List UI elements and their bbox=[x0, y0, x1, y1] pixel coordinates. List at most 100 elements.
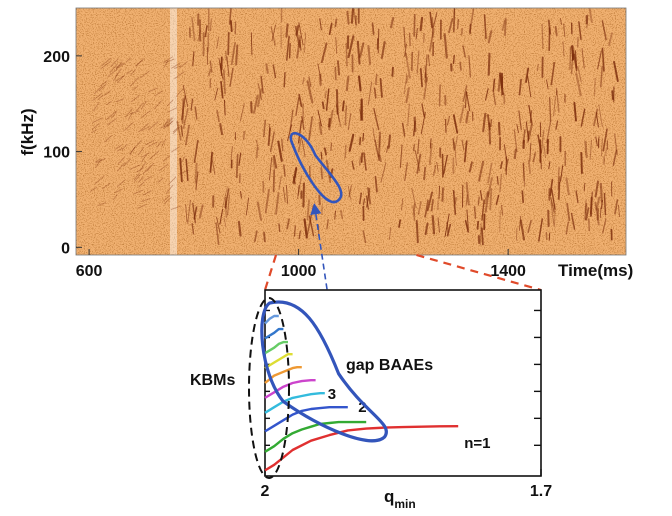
spectrogram-trace bbox=[114, 188, 124, 194]
zoom-line-right bbox=[416, 253, 542, 292]
spectrogram-trace bbox=[347, 35, 355, 59]
spectrogram-trace bbox=[499, 72, 504, 96]
spectrogram-trace bbox=[453, 8, 456, 33]
spectrogram-trace bbox=[104, 135, 112, 143]
spectrogram-trace bbox=[97, 202, 107, 207]
spectrogram-trace bbox=[584, 203, 588, 220]
inset-series-line bbox=[264, 379, 316, 399]
spectrogram-trace bbox=[166, 117, 174, 126]
inset-series-line bbox=[264, 425, 459, 472]
spectrogram-trace bbox=[264, 188, 270, 214]
spectrogram-trace bbox=[161, 138, 167, 148]
spectrogram-trace bbox=[91, 129, 98, 134]
spectrogram-trace bbox=[518, 215, 522, 231]
spectrogram-trace bbox=[237, 220, 242, 237]
spectrogram-trace bbox=[250, 32, 253, 56]
spectrogram-trace bbox=[139, 162, 147, 172]
spectrogram-trace bbox=[278, 175, 282, 191]
spectrogram-trace bbox=[374, 139, 380, 162]
spectrogram-trace bbox=[294, 25, 301, 48]
spectrogram-trace bbox=[492, 92, 497, 106]
spectrogram-trace bbox=[325, 88, 330, 111]
spectrogram-trace bbox=[527, 160, 531, 174]
spectrogram-trace bbox=[389, 16, 395, 29]
spectrogram-trace bbox=[401, 198, 404, 211]
spectrogram-trace bbox=[214, 88, 219, 101]
inset-series-line bbox=[264, 327, 284, 340]
spectrogram-trace bbox=[297, 120, 303, 144]
spectrogram-trace bbox=[140, 100, 147, 110]
spectrogram-trace bbox=[371, 22, 375, 36]
spectrogram-trace bbox=[260, 75, 264, 94]
spectrogram-trace bbox=[129, 77, 140, 87]
spectrogram-trace bbox=[124, 122, 134, 131]
spectrogram-trace bbox=[308, 76, 312, 88]
spectrogram-trace bbox=[403, 73, 408, 95]
inset-x-tick-label: 1.7 bbox=[530, 483, 552, 500]
spectrogram-trace bbox=[602, 218, 607, 234]
spectrogram-trace bbox=[127, 111, 134, 120]
spectrogram-trace bbox=[116, 179, 126, 188]
spectrogram-trace bbox=[138, 123, 149, 133]
spectrogram-trace bbox=[98, 83, 107, 92]
kbm-region-ellipse bbox=[248, 297, 290, 479]
spectrogram-trace bbox=[179, 61, 188, 69]
spectrogram-trace bbox=[193, 206, 198, 220]
spectrogram-trace bbox=[335, 36, 338, 54]
spectrogram-trace bbox=[600, 65, 604, 88]
spectrogram-trace bbox=[459, 61, 462, 71]
spectrogram-trace bbox=[181, 95, 186, 121]
spectrogram-trace bbox=[413, 13, 416, 37]
spectrogram-trace bbox=[448, 18, 454, 34]
spectrogram-trace bbox=[600, 138, 603, 157]
spectrogram-trace bbox=[563, 23, 566, 37]
spectrogram-trace bbox=[115, 62, 126, 70]
spectrogram-trace bbox=[529, 142, 532, 162]
spectrogram-trace bbox=[614, 199, 619, 215]
spectrogram-trace bbox=[137, 146, 145, 156]
spectrogram-trace bbox=[496, 176, 499, 185]
inset-series-label: n=1 bbox=[464, 435, 490, 452]
spectrogram-trace bbox=[459, 104, 465, 124]
spectrogram-trace bbox=[489, 188, 493, 211]
spectrogram-trace bbox=[528, 104, 533, 125]
spectrogram-trace bbox=[204, 25, 208, 38]
spectrogram-trace bbox=[267, 127, 271, 146]
spectrogram-trace bbox=[357, 75, 362, 92]
spectrogram-trace bbox=[141, 126, 150, 132]
inset-frame bbox=[264, 289, 542, 477]
spectrogram-trace bbox=[572, 49, 576, 59]
spectrogram-trace bbox=[230, 20, 233, 33]
spectrogram-trace bbox=[570, 212, 576, 230]
spectrogram-trace bbox=[465, 181, 470, 206]
spectrogram-trace bbox=[163, 59, 169, 68]
spectrogram-trace bbox=[403, 26, 406, 48]
inset-series: n=1 2 3 bbox=[264, 314, 490, 472]
spectrogram-trace bbox=[557, 166, 560, 190]
spectrogram-trace bbox=[298, 22, 304, 46]
spectrogram-trace bbox=[380, 41, 386, 59]
spectrogram-trace bbox=[407, 103, 410, 127]
spectrogram-trace bbox=[295, 97, 300, 117]
spectrogram-trace bbox=[419, 16, 424, 32]
spectrogram-trace bbox=[141, 152, 150, 158]
spectrogram-trace bbox=[271, 24, 277, 42]
spectrogram-trace bbox=[107, 68, 118, 78]
spectrogram-trace bbox=[377, 28, 380, 54]
spectrogram-trace bbox=[454, 136, 458, 149]
spectrogram-trace bbox=[571, 45, 574, 62]
spectrogram-trace bbox=[374, 175, 378, 193]
spectrogram-trace bbox=[578, 21, 582, 41]
spectrogram-trace bbox=[215, 222, 220, 246]
spectrogram-trace bbox=[100, 61, 111, 69]
spectrogram-trace bbox=[589, 139, 593, 160]
spectrogram-trace bbox=[110, 58, 119, 68]
spectrogram-trace bbox=[210, 18, 212, 31]
spectrogram-trace bbox=[115, 68, 122, 77]
spectrogram-trace bbox=[416, 153, 422, 174]
spectrogram-trace bbox=[129, 147, 136, 155]
spectrogram-trace bbox=[602, 128, 608, 152]
spectrogram-trace bbox=[487, 162, 493, 184]
spectrogram-trace bbox=[415, 220, 419, 244]
spectrogram-trace bbox=[575, 190, 579, 204]
